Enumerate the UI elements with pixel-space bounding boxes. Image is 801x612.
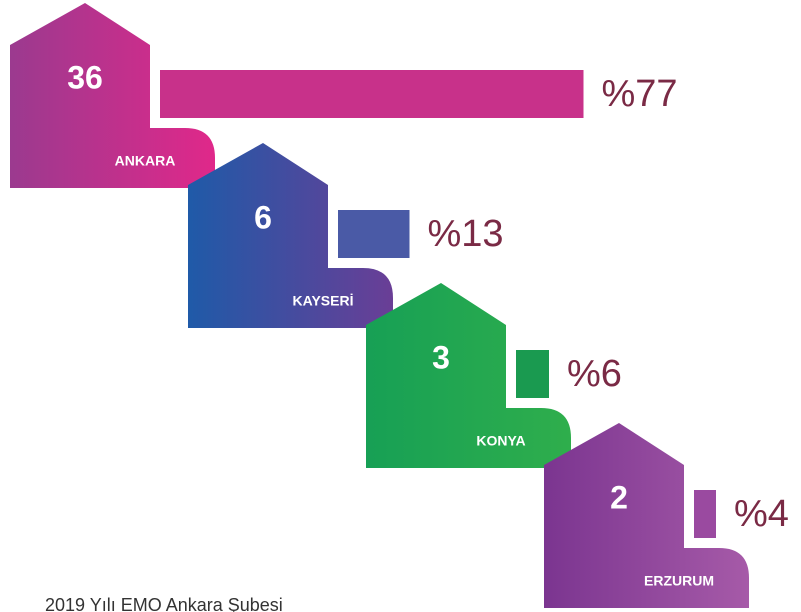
count-label: 2	[610, 479, 628, 515]
bar	[160, 70, 584, 118]
category-label: KAYSERİ	[293, 293, 354, 309]
value-label: %13	[428, 213, 504, 255]
bar	[694, 490, 716, 538]
value-label: %77	[602, 73, 678, 115]
category-label: ANKARA	[115, 153, 176, 169]
category-label: ERZURUM	[644, 573, 714, 589]
house	[188, 143, 393, 328]
count-label: 3	[432, 339, 450, 375]
house	[366, 283, 571, 468]
bar	[516, 350, 549, 398]
count-label: 36	[67, 59, 103, 95]
value-label: %6	[567, 353, 622, 395]
house	[544, 423, 749, 608]
value-label: %4	[734, 493, 789, 535]
house	[10, 3, 215, 188]
bar	[338, 210, 410, 258]
count-label: 6	[254, 199, 272, 235]
category-label: KONYA	[476, 433, 525, 449]
caption: 2019 Yılı EMO Ankara Şubesi	[45, 595, 283, 612]
